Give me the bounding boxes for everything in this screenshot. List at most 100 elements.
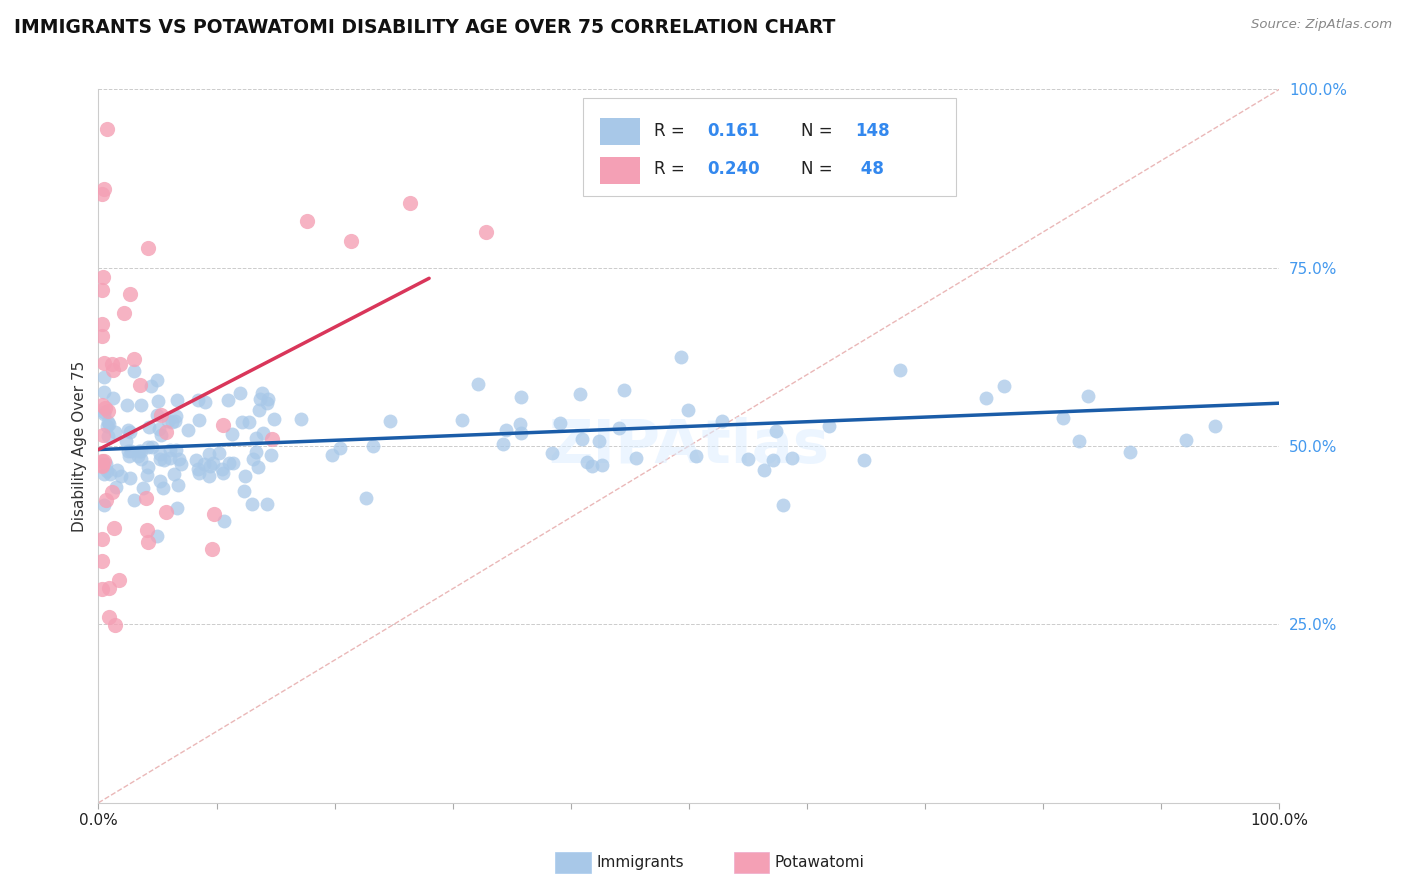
Point (671, 350, 693, 364)
Point (208, 446, 231, 460)
Point (166, 501, 188, 516)
Point (218, 456, 240, 470)
Point (103, 521, 125, 535)
Text: Source: ZipAtlas.com: Source: ZipAtlas.com (1251, 18, 1392, 31)
Point (166, 393, 188, 408)
Point (245, 432, 267, 446)
Text: N =: N = (801, 161, 838, 178)
Point (492, 437, 515, 451)
Point (141, 440, 163, 454)
Point (467, 377, 489, 392)
Text: R =: R = (654, 122, 690, 140)
Point (231, 415, 253, 429)
Point (91, 428, 114, 442)
Point (104, 425, 127, 439)
Point (127, 449, 149, 463)
Point (242, 452, 264, 467)
Point (260, 433, 283, 447)
Point (211, 466, 233, 480)
Point (129, 378, 152, 392)
Point (138, 460, 160, 475)
Point (91, 458, 114, 472)
Point (129, 444, 152, 458)
Point (591, 458, 613, 473)
Point (761, 452, 783, 467)
Point (93, 499, 115, 513)
Point (252, 426, 274, 441)
Point (247, 460, 270, 475)
Point (581, 459, 603, 474)
Point (571, 432, 593, 446)
Point (380, 414, 402, 428)
Point (475, 225, 498, 239)
Point (114, 306, 136, 320)
Point (91, 187, 114, 202)
Point (1077, 389, 1099, 403)
Point (155, 505, 177, 519)
Point (124, 352, 146, 367)
Point (117, 449, 139, 463)
Text: 48: 48 (855, 161, 884, 178)
Point (135, 491, 157, 505)
Point (201, 456, 224, 470)
Point (194, 395, 217, 409)
Point (1067, 434, 1090, 448)
Point (853, 453, 876, 467)
Point (131, 398, 153, 412)
Point (97, 404, 120, 418)
Point (100, 357, 122, 371)
Point (202, 507, 225, 521)
Point (117, 398, 139, 412)
Point (198, 468, 221, 483)
Point (91, 533, 114, 547)
Point (238, 415, 260, 429)
Point (1119, 445, 1142, 459)
Point (495, 424, 517, 438)
Point (91, 398, 114, 412)
Point (613, 383, 636, 397)
Point (249, 392, 271, 406)
Point (782, 451, 804, 466)
Point (201, 541, 224, 556)
Point (167, 478, 190, 492)
Point (91, 329, 114, 343)
Point (149, 474, 172, 488)
Point (129, 452, 152, 467)
Point (93, 407, 115, 421)
Point (120, 443, 142, 458)
Point (548, 416, 571, 430)
Point (93, 355, 115, 369)
Point (138, 440, 160, 454)
Point (974, 391, 997, 405)
Point (609, 421, 631, 435)
Text: R =: R = (654, 161, 690, 178)
Point (91, 283, 114, 297)
Point (162, 415, 184, 429)
Point (540, 446, 562, 460)
Point (145, 408, 167, 422)
Point (510, 390, 533, 404)
Point (149, 447, 172, 461)
Point (108, 573, 131, 587)
Point (148, 422, 170, 436)
Point (993, 379, 1015, 393)
Text: Potawatomi: Potawatomi (775, 855, 865, 870)
Point (101, 391, 124, 405)
Point (120, 425, 142, 440)
Point (233, 469, 256, 483)
Point (176, 423, 198, 437)
Point (105, 480, 128, 494)
Point (354, 491, 377, 505)
Y-axis label: Disability Age Over 75: Disability Age Over 75 (72, 360, 87, 532)
Point (685, 449, 707, 463)
Point (120, 471, 142, 485)
Point (818, 418, 841, 433)
Point (93, 454, 115, 468)
Point (93, 384, 115, 399)
Point (97, 609, 120, 624)
Point (256, 497, 278, 511)
Point (122, 363, 145, 377)
Point (91, 554, 114, 568)
Point (96, 122, 118, 136)
Point (250, 386, 273, 401)
